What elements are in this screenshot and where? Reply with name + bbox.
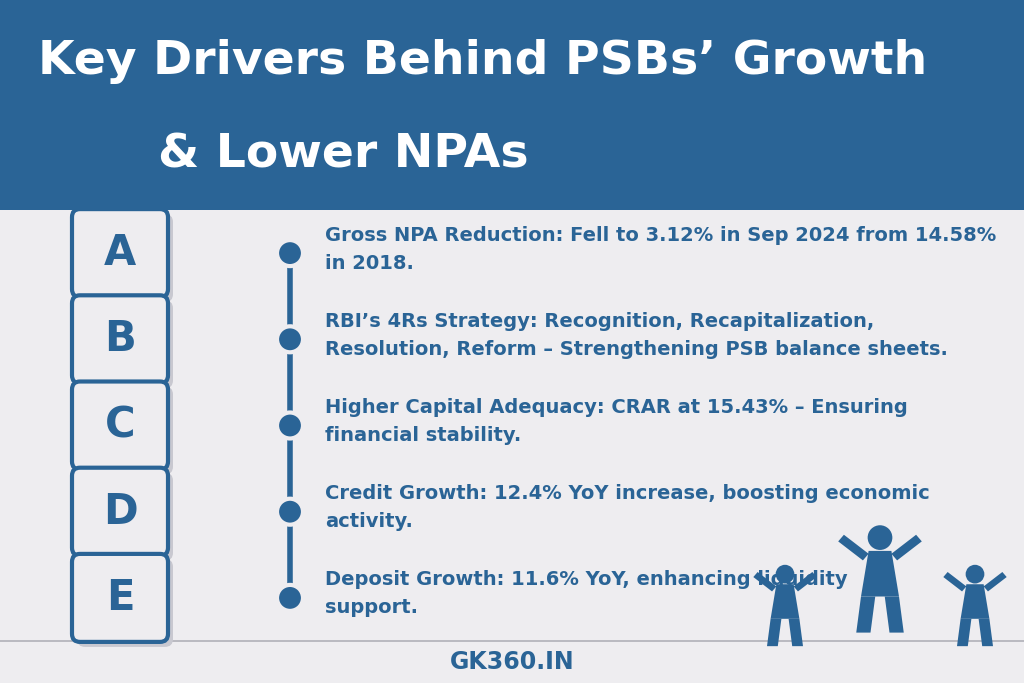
Text: D: D: [102, 490, 137, 533]
Circle shape: [278, 413, 303, 438]
Circle shape: [278, 326, 303, 352]
Bar: [0, 0, 1024, 210]
Text: Key Drivers Behind PSBs’ Growth: Key Drivers Behind PSBs’ Growth: [38, 40, 928, 85]
Text: Deposit Growth: 11.6% YoY, enhancing liquidity
support.: Deposit Growth: 11.6% YoY, enhancing liq…: [325, 570, 848, 617]
Text: Higher Capital Adequacy: CRAR at 15.43% – Ensuring
financial stability.: Higher Capital Adequacy: CRAR at 15.43% …: [325, 398, 907, 445]
Text: C: C: [104, 404, 135, 447]
Circle shape: [867, 525, 892, 550]
Polygon shape: [767, 619, 781, 646]
Polygon shape: [788, 619, 803, 646]
Circle shape: [966, 565, 984, 583]
Polygon shape: [984, 572, 1007, 591]
Polygon shape: [957, 619, 972, 646]
Circle shape: [775, 565, 795, 583]
Text: B: B: [104, 318, 136, 361]
Text: Credit Growth: 12.4% YoY increase, boosting economic
activity.: Credit Growth: 12.4% YoY increase, boost…: [325, 484, 930, 531]
Text: GK360.IN: GK360.IN: [450, 650, 574, 674]
Circle shape: [278, 499, 303, 525]
Polygon shape: [892, 535, 922, 560]
Polygon shape: [856, 596, 876, 632]
Text: A: A: [103, 232, 136, 274]
Polygon shape: [794, 572, 817, 591]
Text: RBI’s 4Rs Strategy: Recognition, Recapitalization,
Resolution, Reform – Strength: RBI’s 4Rs Strategy: Recognition, Recapit…: [325, 312, 948, 359]
Polygon shape: [839, 535, 868, 560]
Text: & Lower NPAs: & Lower NPAs: [158, 133, 528, 178]
FancyBboxPatch shape: [77, 301, 173, 389]
Polygon shape: [771, 584, 800, 619]
Polygon shape: [943, 572, 967, 591]
Polygon shape: [754, 572, 776, 591]
FancyBboxPatch shape: [72, 295, 168, 383]
Text: E: E: [105, 577, 134, 619]
Polygon shape: [861, 551, 899, 596]
FancyBboxPatch shape: [77, 387, 173, 475]
FancyBboxPatch shape: [72, 209, 168, 297]
Polygon shape: [979, 619, 993, 646]
FancyBboxPatch shape: [72, 554, 168, 642]
Text: Gross NPA Reduction: Fell to 3.12% in Sep 2024 from 14.58%
in 2018.: Gross NPA Reduction: Fell to 3.12% in Se…: [325, 225, 996, 273]
Polygon shape: [961, 584, 989, 619]
Polygon shape: [885, 596, 904, 632]
FancyBboxPatch shape: [77, 559, 173, 647]
Circle shape: [278, 585, 303, 611]
FancyBboxPatch shape: [77, 214, 173, 302]
Circle shape: [278, 240, 303, 266]
FancyBboxPatch shape: [72, 382, 168, 469]
FancyBboxPatch shape: [77, 473, 173, 561]
FancyBboxPatch shape: [72, 468, 168, 556]
